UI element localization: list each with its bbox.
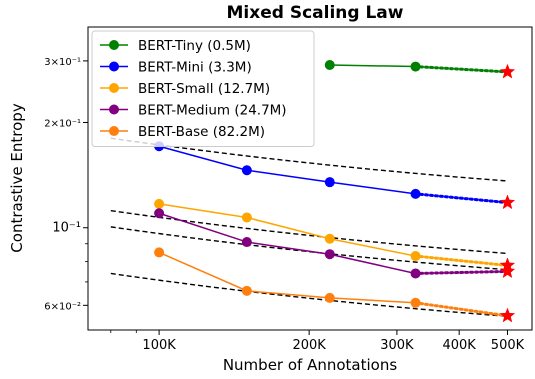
y-tick-label: 3×10⁻¹ [44, 57, 81, 68]
x-tick-label: 100K [142, 338, 176, 353]
plot-content [110, 59, 509, 318]
prediction-line [414, 301, 509, 318]
prediction-star [499, 307, 516, 323]
plot-area [110, 59, 516, 323]
data-point [241, 237, 252, 248]
x-tick-label: 500K [491, 338, 525, 353]
series-line [158, 145, 416, 195]
data-point [410, 188, 421, 199]
fit-curve [110, 272, 508, 317]
x-axis-label: Number of Annotations [223, 356, 398, 374]
series-line [329, 64, 416, 68]
x-tick-label: 300K [380, 338, 414, 353]
legend-box [91, 30, 315, 147]
data-point [324, 177, 335, 188]
data-point [410, 297, 421, 308]
prediction-star [499, 63, 516, 79]
data-point [241, 285, 252, 296]
data-point [410, 268, 421, 279]
data-point [410, 61, 421, 72]
legend-label: BERT-Mini (3.3M) [138, 60, 252, 76]
y-axis: 6×10⁻² 10⁻¹ 2×10⁻¹ 3×10⁻¹ [44, 57, 88, 312]
series-line [158, 251, 416, 304]
series-line [158, 203, 416, 257]
y-axis-label: Contrastive Entropy [8, 103, 26, 253]
y-tick-label: 6×10⁻² [44, 301, 81, 312]
legend-label: BERT-Tiny (0.5M) [138, 38, 251, 54]
x-tick-label: 200K [292, 338, 326, 353]
prediction-star [499, 263, 516, 279]
legend-marker [109, 83, 119, 93]
x-axis: 100K 200K 300K 400K 500K [110, 330, 525, 353]
data-point [324, 233, 335, 244]
x-tick-label: 400K [442, 338, 476, 353]
legend-label: BERT-Small (12.7M) [138, 81, 270, 97]
fit-curve [110, 226, 508, 271]
data-point [324, 292, 335, 303]
data-point [410, 251, 421, 262]
legend-label: BERT-Medium (24.7M) [138, 103, 287, 119]
y-tick-label: 10⁻¹ [52, 221, 81, 236]
legend-marker [109, 126, 119, 136]
prediction-line [414, 254, 509, 267]
data-point [154, 208, 165, 219]
data-point [324, 249, 335, 260]
y-tick-label: 2×10⁻¹ [44, 118, 81, 129]
prediction-line [414, 269, 509, 275]
prediction-line [414, 65, 509, 74]
prediction-line [414, 192, 509, 205]
series-line [158, 212, 416, 275]
data-point [324, 59, 335, 70]
plot-frame [87, 26, 533, 331]
legend-marker [109, 104, 119, 115]
data-point [241, 212, 252, 223]
legend-label: BERT-Base (82.2M) [138, 124, 265, 140]
chart-title: Mixed Scaling Law [227, 3, 404, 23]
legend-marker [109, 61, 119, 72]
legend-marker [109, 40, 119, 50]
data-point [154, 247, 165, 258]
data-point [241, 165, 252, 176]
data-point [154, 198, 165, 209]
legend: BERT-Tiny (0.5M) BERT-Mini (3.3M) BERT-Sma… [91, 30, 315, 147]
fit-curve [110, 137, 508, 182]
prediction-star [499, 194, 516, 210]
